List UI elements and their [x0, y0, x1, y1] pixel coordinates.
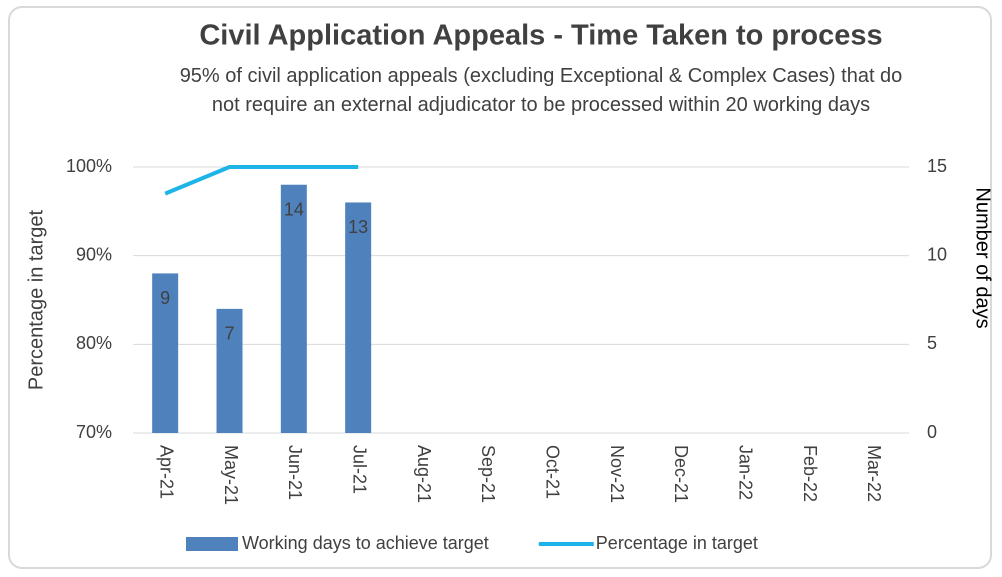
y-tick-label: 100% — [66, 156, 112, 176]
x-tick-label: Nov-21 — [607, 445, 627, 503]
data-label: 13 — [348, 217, 368, 237]
bar — [152, 273, 179, 433]
x-tick-label: May-21 — [221, 445, 241, 505]
y2-tick-label: 0 — [927, 422, 937, 442]
y-tick-label: 90% — [76, 244, 112, 264]
y-tick-label: 70% — [76, 422, 112, 442]
data-label: 14 — [284, 199, 304, 219]
x-tick-label: Feb-22 — [800, 445, 820, 502]
x-tick-label: Oct-21 — [542, 445, 562, 499]
x-tick-label: Aug-21 — [414, 445, 434, 503]
data-label: 7 — [224, 324, 234, 344]
x-tick-label: Apr-21 — [156, 445, 176, 499]
bar — [345, 202, 372, 433]
x-tick-label: Mar-22 — [864, 445, 884, 502]
chart-subtitle: 95% of civil application appeals (exclud… — [179, 65, 903, 116]
legend-label: Percentage in target — [596, 533, 758, 553]
y2-tick-label: 15 — [927, 156, 947, 176]
y-tick-label: 80% — [76, 333, 112, 353]
x-tick-label: Sep-21 — [478, 445, 498, 503]
chart-title: Civil Application Appeals - Time Taken t… — [199, 20, 882, 52]
legend-label: Working days to achieve target — [242, 533, 489, 553]
legend-swatch — [186, 537, 238, 551]
line — [164, 165, 359, 196]
y2-axis-label: Number of days — [972, 187, 994, 328]
bar — [280, 184, 307, 433]
bar — [216, 308, 243, 433]
y2-tick-label: 5 — [927, 333, 937, 353]
x-tick-label: Jun-21 — [285, 445, 305, 500]
x-tick-label: Jan-22 — [735, 445, 755, 500]
y-axis-label: Percentage in target — [25, 210, 47, 391]
x-tick-label: Dec-21 — [671, 445, 691, 503]
x-tick-label: Jul-21 — [349, 445, 369, 494]
y2-tick-label: 10 — [927, 244, 947, 264]
chart-frame — [8, 6, 992, 569]
data-label: 9 — [160, 288, 170, 308]
